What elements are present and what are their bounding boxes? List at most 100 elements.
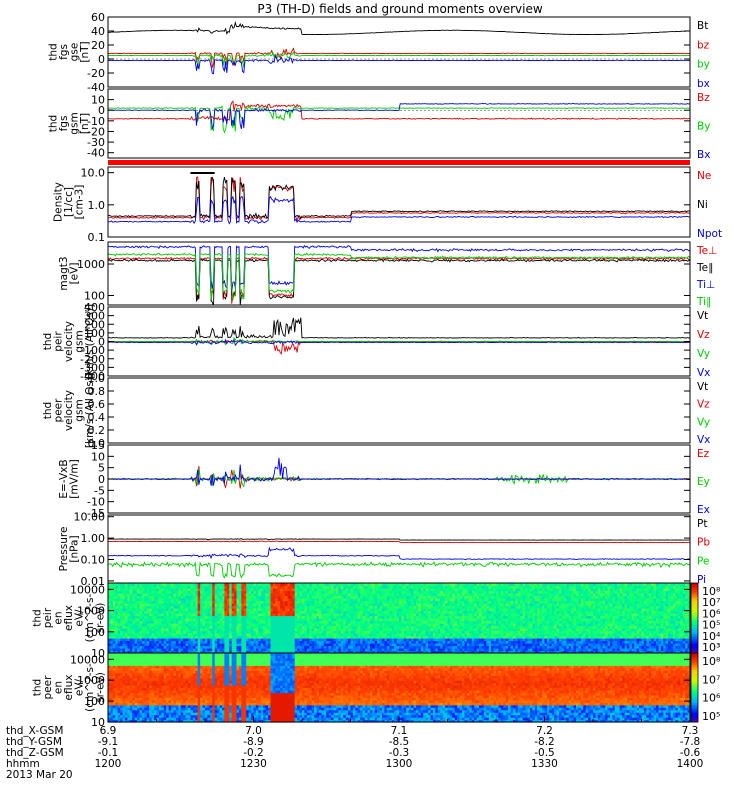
heatmap-cell bbox=[132, 588, 136, 592]
heatmap-cell bbox=[180, 598, 184, 602]
heatmap-cell bbox=[226, 613, 230, 617]
heatmap-cell bbox=[190, 640, 194, 644]
heatmap-cell bbox=[202, 648, 206, 652]
heatmap-cell bbox=[115, 583, 119, 587]
heatmap-cell bbox=[214, 585, 218, 589]
heatmap-cell bbox=[141, 618, 145, 622]
y-axis-label: peer bbox=[53, 398, 65, 423]
heatmap-cell bbox=[110, 635, 114, 639]
heatmap-cell bbox=[190, 625, 194, 629]
heatmap-cell bbox=[117, 620, 121, 624]
heatmap-cell bbox=[115, 603, 119, 607]
y-axis-label: velocity bbox=[63, 321, 75, 362]
heatmap-cell bbox=[224, 648, 228, 652]
heatmap-cell bbox=[178, 633, 182, 637]
heatmap-cell bbox=[202, 625, 206, 629]
heatmap-cell bbox=[192, 640, 196, 644]
heatmap-cell bbox=[185, 595, 189, 599]
heatmap-cell bbox=[163, 593, 167, 597]
heatmap-cell bbox=[236, 595, 240, 599]
heatmap-cell bbox=[168, 640, 172, 644]
heatmap-cell bbox=[234, 648, 238, 652]
heatmap-cell bbox=[207, 590, 211, 594]
heatmap-cell bbox=[139, 603, 143, 607]
heatmap-cell bbox=[202, 620, 206, 624]
heatmap-cell bbox=[238, 640, 242, 644]
heatmap-cell bbox=[115, 588, 119, 592]
heatmap-cell bbox=[238, 595, 242, 599]
heatmap-cell bbox=[183, 638, 187, 642]
heatmap-cell bbox=[154, 583, 158, 587]
heatmap-cell bbox=[229, 610, 233, 614]
heatmap-cell bbox=[219, 648, 223, 652]
heatmap-cell bbox=[139, 633, 143, 637]
y-tick-label: 10.00 bbox=[74, 511, 106, 524]
series-line-Vt bbox=[108, 317, 690, 339]
heatmap-cell bbox=[248, 630, 252, 634]
heatmap-cell bbox=[192, 638, 196, 642]
heatmap-cell bbox=[117, 588, 121, 592]
heatmap-cell bbox=[146, 635, 150, 639]
legend-entry: Pi bbox=[697, 574, 706, 586]
heatmap-cell bbox=[205, 628, 209, 632]
heatmap-cell bbox=[178, 643, 182, 647]
heatmap-cell bbox=[236, 628, 240, 632]
panel-peir_velocity: 4003002001000-100-200-300-400thdpeirvelo… bbox=[42, 301, 710, 383]
heatmap-cell bbox=[217, 605, 221, 609]
heatmap-cell bbox=[110, 595, 114, 599]
heatmap-cell bbox=[108, 610, 112, 614]
heatmap-cell bbox=[129, 583, 133, 587]
legend-entry: Vy bbox=[697, 348, 710, 360]
y-axis-label: [nT] bbox=[79, 113, 91, 134]
heatmap-cell bbox=[154, 625, 158, 629]
heatmap-cell bbox=[214, 625, 218, 629]
heatmap-cell bbox=[134, 613, 138, 617]
heatmap-cell bbox=[234, 610, 238, 614]
heatmap-cell bbox=[129, 613, 133, 617]
heatmap-cell bbox=[219, 618, 223, 622]
heatmap-cell bbox=[127, 600, 131, 604]
heatmap-cell bbox=[183, 613, 187, 617]
heatmap-cell bbox=[192, 588, 196, 592]
heatmap-cell bbox=[161, 645, 165, 649]
heatmap-cell bbox=[117, 610, 121, 614]
heatmap-cell bbox=[115, 638, 119, 642]
y-tick-label: 1.0 bbox=[88, 372, 106, 385]
heatmap-cell bbox=[178, 623, 182, 627]
heatmap-cell bbox=[188, 628, 192, 632]
heatmap-cell bbox=[154, 593, 158, 597]
heatmap-cell bbox=[124, 613, 128, 617]
heatmap-cell bbox=[224, 588, 228, 592]
heatmap-cell bbox=[243, 600, 247, 604]
heatmap-cell bbox=[129, 638, 133, 642]
heatmap-cell bbox=[151, 585, 155, 589]
heatmap-cell bbox=[238, 623, 242, 627]
heatmap-cell bbox=[132, 593, 136, 597]
heatmap-cell bbox=[195, 608, 199, 612]
legend-entry: Te∥ bbox=[696, 262, 713, 274]
heatmap-cell bbox=[217, 588, 221, 592]
heatmap-cell bbox=[156, 648, 160, 652]
heatmap-cell bbox=[175, 630, 179, 634]
heatmap-cell bbox=[112, 595, 116, 599]
heatmap-cell bbox=[139, 600, 143, 604]
heatmap-cell bbox=[205, 598, 209, 602]
heatmap-cell bbox=[158, 595, 162, 599]
heatmap-cell bbox=[166, 593, 170, 597]
heatmap-cell bbox=[166, 603, 170, 607]
heatmap-cell bbox=[168, 585, 172, 589]
heatmap-cell bbox=[212, 605, 216, 609]
heatmap-cell bbox=[161, 628, 165, 632]
heatmap-cell bbox=[144, 633, 148, 637]
heatmap-cell bbox=[221, 583, 225, 587]
heatmap-cell bbox=[112, 623, 116, 627]
y-tick-label: 10 bbox=[91, 450, 105, 463]
heatmap-cell bbox=[180, 630, 184, 634]
legend-entry: Bz bbox=[697, 92, 710, 104]
heatmap-cell bbox=[231, 638, 235, 642]
heatmap-cell bbox=[139, 588, 143, 592]
heatmap-cell bbox=[241, 595, 245, 599]
heatmap-cell bbox=[139, 628, 143, 632]
heatmap-cell bbox=[246, 630, 250, 634]
heatmap-cell bbox=[229, 640, 233, 644]
